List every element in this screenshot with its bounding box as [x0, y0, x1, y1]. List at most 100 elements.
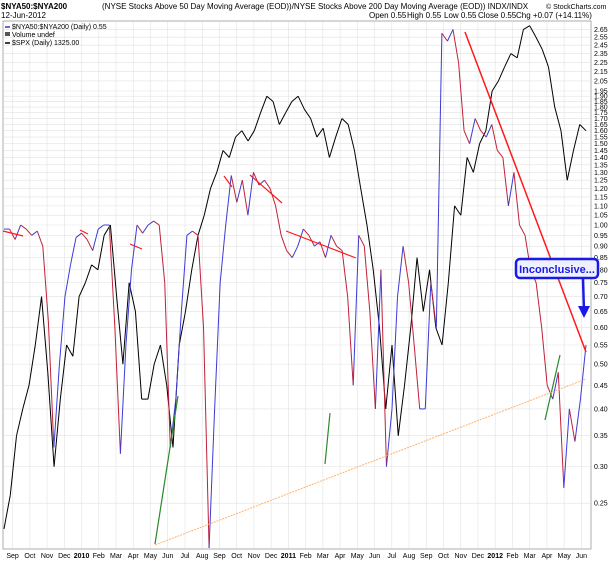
ratio-line-segment [297, 228, 304, 247]
ratio-line-segment [42, 246, 49, 321]
spx-line-segment [66, 344, 74, 357]
ratio-line-segment [81, 232, 88, 240]
spx-line-segment [235, 130, 243, 138]
x-tick-label: Mar [317, 553, 330, 560]
spx-line-segment [510, 53, 518, 59]
spx-line-segment [353, 150, 362, 189]
x-tick-label: Sep [213, 553, 226, 560]
x-tick-label: 2011 [281, 553, 296, 560]
ratio-line-segment [568, 408, 576, 442]
spx-line-segment [535, 36, 543, 50]
ratio-line-segment [186, 230, 193, 236]
spx-line-segment [159, 344, 168, 386]
spx-line-segment [91, 264, 99, 271]
ratio-line-segment [291, 245, 299, 258]
spx-line-segment [122, 282, 130, 365]
spx-line-segment [447, 205, 456, 283]
x-tick-label: Dec [265, 553, 278, 560]
ratio-line-segment [286, 250, 293, 258]
spx-line-segment [335, 118, 343, 138]
x-tick-label: Dec [58, 553, 71, 560]
ratio-line-segment [92, 228, 99, 251]
x-tick-label: Oct [231, 553, 242, 560]
x-axis: Sep Oct Nov Dec 2010 Feb Mar Apr May Jun Jul Aug Sep… [6, 553, 587, 560]
ratio-line-segment [463, 130, 471, 144]
ratio-line-segment [20, 224, 27, 230]
spx-line-segment [272, 101, 280, 125]
ratio-line-segment [546, 385, 554, 400]
y-tick-label: 1.50 [594, 141, 608, 148]
ratio-line-segment [474, 118, 482, 131]
ratio-line-segment [230, 175, 238, 203]
ratio-line-segment [485, 124, 493, 138]
spx-line-segment [554, 106, 562, 131]
ratio-line-segment [236, 180, 243, 203]
spx-line-segment [210, 172, 218, 189]
y-tick-label: 1.80 [594, 105, 608, 112]
x-tick-label: Jul [180, 553, 189, 560]
y-tick-label: 0.95 [594, 233, 608, 240]
y-tick-label: 1.85 [594, 99, 608, 106]
spx-line-segment [297, 95, 305, 110]
x-tick-label: Jun [576, 553, 587, 560]
y-tick-label: 0.75 [594, 280, 608, 287]
spx-line-segment [134, 311, 143, 400]
ratio-line-segment [352, 235, 360, 386]
y-tick-label: 0.35 [594, 433, 608, 440]
spx-line-segment [472, 143, 481, 173]
ratio-line-segment [252, 172, 260, 186]
callout-arrow-head [578, 306, 590, 318]
spx-line-segment [322, 128, 330, 158]
ratio-line-segment [53, 364, 60, 448]
ratio-line-segment [458, 62, 465, 131]
spx-line-segment [504, 53, 512, 67]
x-tick-label: Apr [128, 553, 140, 560]
spx-line-segment [460, 157, 468, 216]
y-tick-label: 1.60 [594, 128, 608, 135]
spx-line-segment [491, 80, 499, 92]
ratio-line-segment [330, 235, 338, 247]
legend: $NYA50:$NYA200 (Daily) 0.55 Volume undef… [5, 24, 107, 47]
x-tick-label: Jun [162, 553, 173, 560]
spx-line-segment [285, 101, 293, 113]
spx-line-segment [260, 96, 268, 113]
plot-frame [2, 20, 592, 550]
spx-line-segment [53, 399, 61, 467]
spx-line-segment [579, 124, 587, 132]
ratio-line-segment [175, 311, 182, 400]
spx-line-segment [397, 385, 406, 436]
chart-date: 12-Jun-2012 [1, 11, 46, 20]
spx-line-segment [566, 150, 574, 181]
ratio-line-segment [64, 264, 72, 297]
ratio-line-segment [158, 224, 166, 283]
spx-line-segment [485, 90, 493, 131]
x-tick-label: Nov [455, 553, 468, 560]
spx-line-segment [203, 188, 212, 216]
ratio-line-segment [264, 179, 271, 189]
y-tick-label: 0.45 [594, 383, 608, 390]
spx-line-segment [422, 269, 431, 312]
ratio-line-segment [208, 408, 216, 549]
y-tick-label: 0.85 [594, 255, 608, 262]
chart-description: (NYSE Stocks Above 50 Day Moving Average… [102, 2, 529, 11]
x-tick-label: Nov [41, 553, 54, 560]
ratio-line-segment [430, 282, 437, 328]
spx-line-segment [216, 150, 224, 173]
ratio-line-segment [269, 188, 277, 207]
spx-line-segment [347, 124, 355, 151]
spx-line-segment [247, 130, 255, 142]
spx-line-segment [572, 124, 581, 151]
ratio-line-segment [280, 235, 288, 251]
ratio-series [4, 29, 587, 549]
spx-line-segment [191, 235, 199, 270]
trendline-green-1 [154, 395, 179, 545]
spx-line-segment [328, 136, 337, 158]
trendlines [2, 31, 587, 546]
y-tick-label: 2.35 [594, 51, 608, 58]
spx-line-segment [291, 95, 299, 102]
spx-line-segment [197, 215, 205, 236]
ratio-line-segment [452, 29, 460, 63]
ratio-line-segment [535, 282, 543, 328]
ratio-line-segment [380, 269, 387, 467]
